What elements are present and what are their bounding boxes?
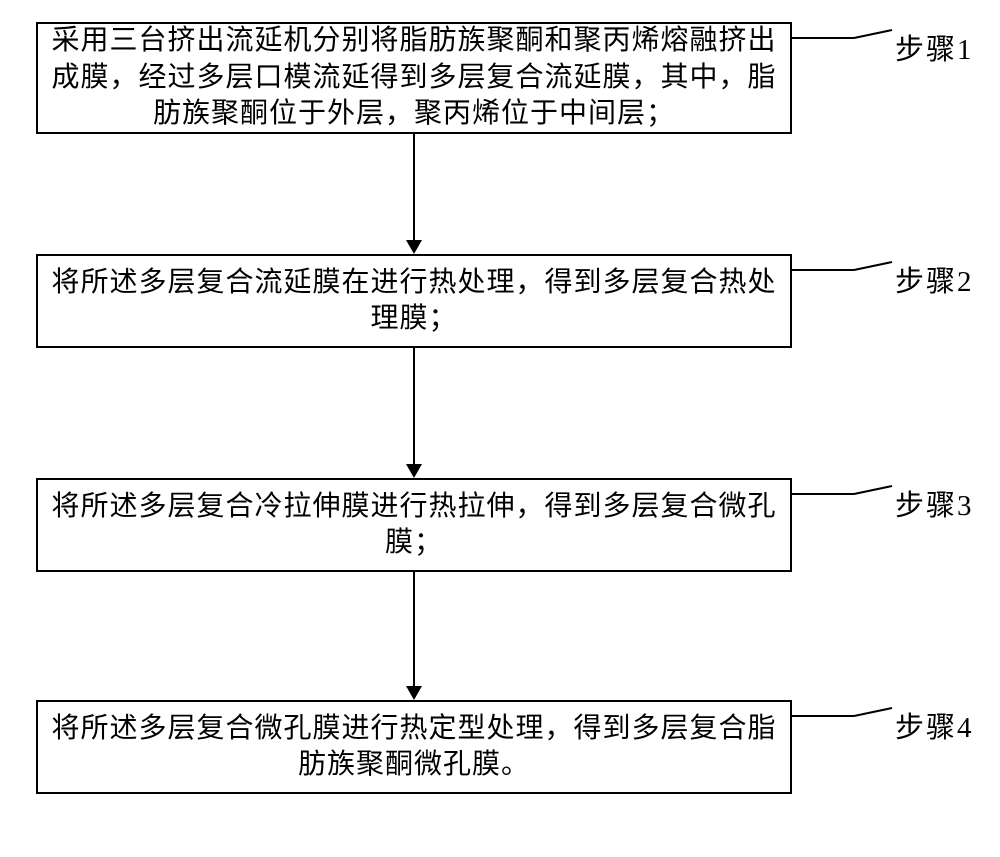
arrow-head-1 <box>406 240 422 254</box>
connector-3 <box>792 480 894 500</box>
step-label-2: 步骤2 <box>895 258 974 300</box>
step-box-2: 将所述多层复合流延膜在进行热处理，得到多层复合热处理膜； <box>36 254 792 348</box>
step-box-1: 采用三台挤出流延机分别将脂肪族聚酮和聚丙烯熔融挤出成膜，经过多层口模流延得到多层… <box>36 22 792 134</box>
arrow-line-3 <box>413 572 415 690</box>
connector-1 <box>792 24 894 44</box>
arrow-head-3 <box>406 686 422 700</box>
step-box-4: 将所述多层复合微孔膜进行热定型处理，得到多层复合脂肪族聚酮微孔膜。 <box>36 700 792 794</box>
arrow-head-2 <box>406 464 422 478</box>
step-text-1: 采用三台挤出流延机分别将脂肪族聚酮和聚丙烯熔融挤出成膜，经过多层口模流延得到多层… <box>50 23 778 132</box>
step-label-1: 步骤1 <box>895 26 974 68</box>
step-label-3: 步骤3 <box>895 482 974 524</box>
step-label-4: 步骤4 <box>895 704 974 746</box>
step-box-3: 将所述多层复合冷拉伸膜进行热拉伸，得到多层复合微孔膜； <box>36 478 792 572</box>
arrow-line-1 <box>413 134 415 244</box>
connector-4 <box>792 702 894 722</box>
flowchart-container: 采用三台挤出流延机分别将脂肪族聚酮和聚丙烯熔融挤出成膜，经过多层口模流延得到多层… <box>0 0 1000 857</box>
arrow-line-2 <box>413 348 415 468</box>
connector-2 <box>792 256 894 276</box>
step-text-2: 将所述多层复合流延膜在进行热处理，得到多层复合热处理膜； <box>50 265 778 338</box>
step-text-4: 将所述多层复合微孔膜进行热定型处理，得到多层复合脂肪族聚酮微孔膜。 <box>50 711 778 784</box>
step-text-3: 将所述多层复合冷拉伸膜进行热拉伸，得到多层复合微孔膜； <box>50 489 778 562</box>
